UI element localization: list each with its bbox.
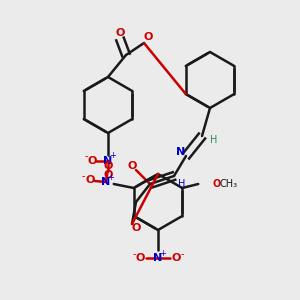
Text: +: + xyxy=(107,172,114,182)
Text: N: N xyxy=(176,147,186,157)
Text: -: - xyxy=(180,249,184,259)
Text: N: N xyxy=(101,177,110,187)
Text: O: O xyxy=(212,179,220,189)
Text: O: O xyxy=(87,156,97,166)
Text: O: O xyxy=(171,253,181,263)
Text: O: O xyxy=(103,170,113,180)
Text: O: O xyxy=(85,175,94,185)
Text: O: O xyxy=(103,161,112,171)
Text: O: O xyxy=(135,253,145,263)
Text: CH₃: CH₃ xyxy=(219,179,237,189)
Text: +: + xyxy=(110,152,116,160)
Text: -: - xyxy=(84,151,88,161)
Text: N: N xyxy=(103,156,112,166)
Text: -: - xyxy=(132,249,136,259)
Text: H: H xyxy=(178,179,186,189)
Text: O: O xyxy=(115,28,125,38)
Text: O: O xyxy=(143,32,153,42)
Text: O: O xyxy=(127,161,137,171)
Text: O: O xyxy=(131,223,141,233)
Text: N: N xyxy=(153,253,163,263)
Text: +: + xyxy=(160,248,167,257)
Text: -: - xyxy=(82,171,85,181)
Text: H: H xyxy=(210,135,218,145)
